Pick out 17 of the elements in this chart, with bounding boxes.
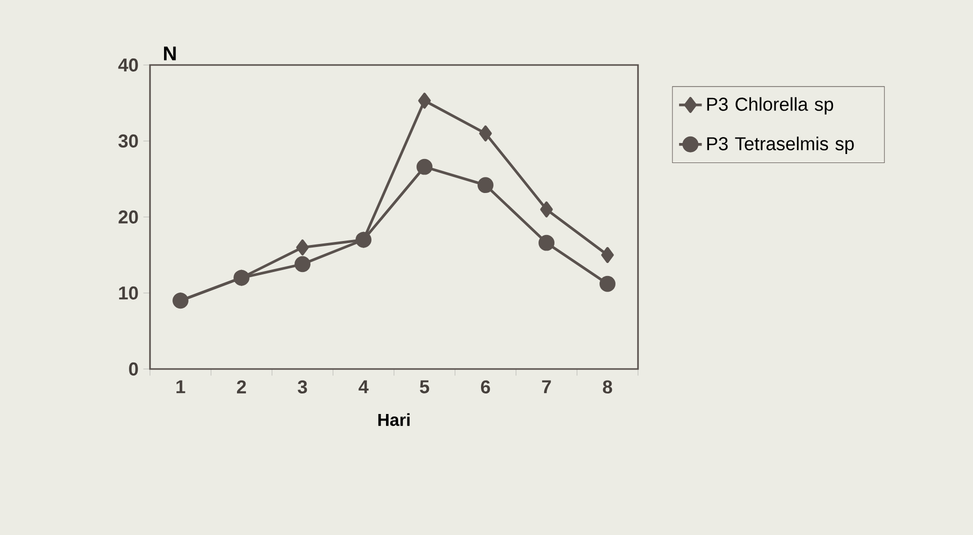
x-tick-label: 5 <box>420 380 430 394</box>
y-tick-label: 20 <box>118 210 138 224</box>
y-tick-label: 30 <box>118 134 138 148</box>
x-axis-title: Hari <box>378 413 410 426</box>
legend-label: P3 Tetraselmis sp <box>707 136 854 154</box>
x-tick-label: 7 <box>542 380 551 394</box>
x-tick-label: 3 <box>298 380 307 394</box>
y-tick-label: 0 <box>129 362 138 376</box>
x-tick-label: 6 <box>481 380 490 394</box>
y-tick-label: 10 <box>119 286 138 300</box>
x-tick-label: 8 <box>602 380 612 394</box>
y-tick-label: 40 <box>118 58 138 72</box>
x-tick-label: 1 <box>176 380 186 394</box>
y-axis-title: N <box>164 46 176 60</box>
x-tick-label: 4 <box>358 380 369 394</box>
x-tick-label: 2 <box>236 380 246 394</box>
legend-label: P3 Chlorella sp <box>707 97 834 115</box>
